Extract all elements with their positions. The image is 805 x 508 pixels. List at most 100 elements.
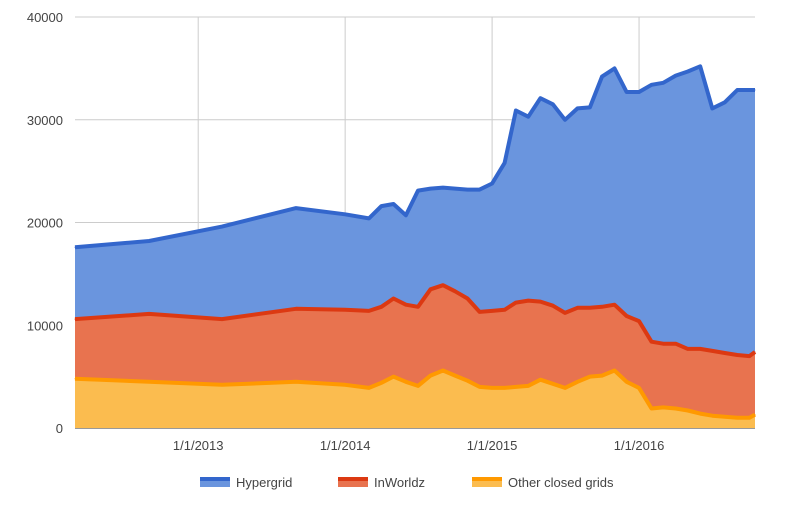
point-inworldz xyxy=(515,302,517,304)
point-hypergrid xyxy=(295,207,297,209)
point-inworldz xyxy=(614,304,615,306)
point-hypergrid xyxy=(344,213,346,215)
point-other-closed-grids xyxy=(675,408,677,409)
point-hypergrid xyxy=(711,107,713,109)
axes: 0 10000 20000 30000 40000 1/1/2013 1/1/2014 1/1… xyxy=(27,10,665,453)
point-other-closed-grids xyxy=(368,387,370,389)
point-inworldz xyxy=(675,343,677,345)
point-other-closed-grids xyxy=(74,378,76,380)
point-inworldz xyxy=(552,305,554,307)
point-hypergrid xyxy=(687,71,689,72)
point-hypergrid xyxy=(754,89,756,91)
point-other-closed-grids xyxy=(405,381,407,383)
y-tick-label: 20000 xyxy=(27,216,63,231)
point-hypergrid xyxy=(479,189,481,191)
point-inworldz xyxy=(711,350,713,352)
point-inworldz xyxy=(527,300,529,302)
point-hypergrid xyxy=(552,103,554,105)
point-inworldz xyxy=(724,352,726,354)
point-hypergrid xyxy=(675,75,677,77)
y-tick-label: 40000 xyxy=(27,10,63,25)
point-inworldz xyxy=(221,318,223,320)
x-tick-label: 1/1/2016 xyxy=(614,438,665,453)
point-hypergrid xyxy=(724,101,726,103)
point-inworldz xyxy=(601,306,603,308)
point-inworldz xyxy=(626,315,628,317)
point-other-closed-grids xyxy=(687,410,689,411)
point-hypergrid xyxy=(504,162,506,164)
point-inworldz xyxy=(754,351,756,353)
point-inworldz xyxy=(662,343,664,345)
legend-label-inworldz: InWorldz xyxy=(374,475,425,490)
point-inworldz xyxy=(589,307,591,309)
point-hypergrid xyxy=(748,89,750,91)
point-inworldz xyxy=(638,320,640,322)
point-inworldz xyxy=(74,318,76,320)
point-other-closed-grids xyxy=(479,386,481,388)
point-hypergrid xyxy=(577,107,578,109)
point-other-closed-grids xyxy=(393,376,394,378)
point-other-closed-grids xyxy=(344,384,346,386)
point-inworldz xyxy=(687,348,689,350)
point-inworldz xyxy=(380,306,382,308)
plot-lines xyxy=(74,64,757,420)
point-other-closed-grids xyxy=(417,385,419,387)
point-inworldz xyxy=(504,309,506,311)
point-hypergrid xyxy=(221,226,223,228)
x-tick-label: 1/1/2014 xyxy=(320,438,371,453)
line-hypergrid xyxy=(74,64,755,250)
point-other-closed-grids xyxy=(724,416,726,418)
point-other-closed-grids xyxy=(454,375,456,377)
point-other-closed-grids xyxy=(527,385,529,387)
point-other-closed-grids xyxy=(662,406,664,408)
point-hypergrid xyxy=(662,82,664,84)
y-tick-label: 10000 xyxy=(27,318,63,333)
point-hypergrid xyxy=(651,84,652,86)
x-tick-label: 1/1/2013 xyxy=(173,438,224,453)
point-other-closed-grids xyxy=(515,386,517,388)
point-inworldz xyxy=(368,310,370,312)
point-hypergrid xyxy=(539,97,541,99)
point-inworldz xyxy=(539,301,541,303)
point-other-closed-grids xyxy=(564,387,566,389)
point-other-closed-grids xyxy=(699,413,701,415)
point-hypergrid xyxy=(467,189,468,191)
legend-swatch-other-closed-grids xyxy=(472,477,502,487)
point-other-closed-grids xyxy=(442,370,444,371)
point-hypergrid xyxy=(564,119,566,121)
point-inworldz xyxy=(736,354,738,356)
point-hypergrid xyxy=(368,217,370,219)
point-other-closed-grids xyxy=(148,381,150,383)
point-hypergrid xyxy=(148,240,150,242)
point-hypergrid xyxy=(736,89,738,91)
point-other-closed-grids xyxy=(491,387,493,389)
point-inworldz xyxy=(295,308,297,310)
point-inworldz xyxy=(491,310,493,312)
plot-areas xyxy=(75,66,755,428)
point-other-closed-grids xyxy=(601,375,603,377)
point-hypergrid xyxy=(638,91,640,93)
point-inworldz xyxy=(417,306,419,308)
point-inworldz xyxy=(479,311,481,313)
point-hypergrid xyxy=(430,188,431,190)
point-inworldz xyxy=(467,298,468,299)
point-other-closed-grids xyxy=(626,381,628,383)
point-other-closed-grids xyxy=(711,415,713,417)
point-hypergrid xyxy=(601,76,603,78)
point-other-closed-grids xyxy=(754,414,756,416)
point-inworldz xyxy=(430,288,431,290)
point-hypergrid xyxy=(454,188,456,190)
point-other-closed-grids xyxy=(539,379,541,381)
point-hypergrid xyxy=(442,187,444,189)
point-hypergrid xyxy=(515,110,517,111)
point-inworldz xyxy=(148,313,150,315)
legend-label-hypergrid: Hypergrid xyxy=(236,475,292,490)
point-hypergrid xyxy=(626,91,628,93)
point-other-closed-grids xyxy=(295,381,297,383)
point-hypergrid xyxy=(417,190,419,192)
point-other-closed-grids xyxy=(614,370,615,371)
point-inworldz xyxy=(564,312,566,314)
point-hypergrid xyxy=(393,203,394,205)
point-inworldz xyxy=(748,355,750,357)
